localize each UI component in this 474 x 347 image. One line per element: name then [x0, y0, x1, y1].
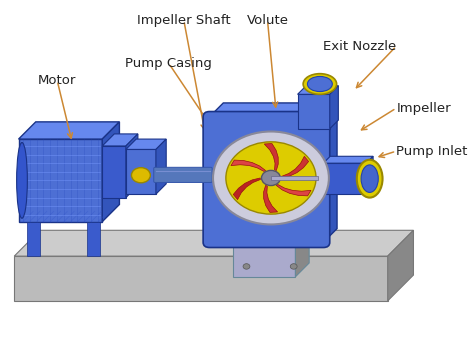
Polygon shape: [323, 156, 373, 163]
Polygon shape: [126, 134, 138, 197]
Ellipse shape: [308, 76, 332, 92]
Text: Motor: Motor: [38, 74, 76, 87]
Polygon shape: [18, 139, 102, 222]
Polygon shape: [18, 122, 119, 139]
Circle shape: [226, 142, 316, 214]
Ellipse shape: [17, 143, 27, 218]
Polygon shape: [276, 185, 311, 196]
Polygon shape: [126, 150, 156, 194]
Polygon shape: [102, 134, 138, 146]
Polygon shape: [102, 146, 126, 197]
Text: Exit Nozzle: Exit Nozzle: [323, 40, 396, 53]
Polygon shape: [231, 160, 265, 171]
Polygon shape: [264, 185, 278, 212]
Ellipse shape: [303, 74, 337, 94]
Polygon shape: [14, 230, 413, 256]
Polygon shape: [366, 156, 373, 194]
Circle shape: [131, 168, 150, 183]
Ellipse shape: [361, 165, 378, 193]
Polygon shape: [233, 240, 295, 277]
Polygon shape: [282, 156, 309, 178]
Text: Pump Casing: Pump Casing: [125, 57, 212, 70]
Polygon shape: [388, 230, 413, 301]
FancyBboxPatch shape: [154, 167, 212, 183]
Polygon shape: [102, 122, 119, 222]
Polygon shape: [330, 86, 338, 129]
Circle shape: [213, 132, 329, 225]
Polygon shape: [298, 86, 338, 94]
Text: Volute: Volute: [246, 14, 289, 27]
Polygon shape: [233, 227, 309, 240]
FancyBboxPatch shape: [203, 111, 330, 247]
Polygon shape: [323, 163, 366, 194]
Polygon shape: [14, 256, 388, 301]
Polygon shape: [210, 117, 323, 242]
Polygon shape: [264, 144, 278, 170]
Text: Impeller: Impeller: [396, 102, 451, 115]
Polygon shape: [323, 103, 337, 242]
Polygon shape: [233, 178, 260, 200]
Text: Pump Inlet: Pump Inlet: [396, 145, 468, 158]
Circle shape: [243, 264, 250, 269]
Ellipse shape: [357, 160, 383, 197]
Polygon shape: [295, 227, 309, 277]
Bar: [87, 222, 100, 256]
Polygon shape: [126, 139, 166, 150]
Circle shape: [262, 170, 281, 186]
Bar: [27, 222, 40, 256]
Circle shape: [290, 264, 297, 269]
Text: Impeller Shaft: Impeller Shaft: [137, 14, 231, 27]
Polygon shape: [210, 103, 337, 117]
Bar: [271, 176, 318, 180]
Polygon shape: [156, 139, 166, 194]
Polygon shape: [298, 94, 330, 129]
